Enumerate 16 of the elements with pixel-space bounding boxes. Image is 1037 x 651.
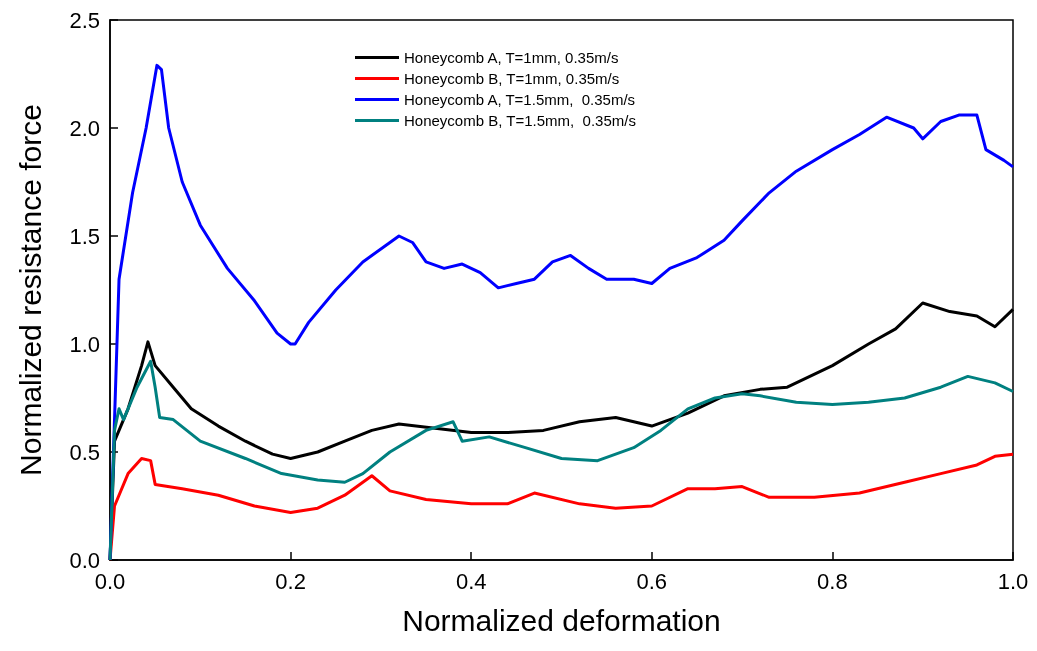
legend-label: Honeycomb B, T=1.5mm, 0.35m/s bbox=[404, 112, 636, 129]
x-tick-label: 0.4 bbox=[455, 568, 487, 594]
legend-label: Honeycomb A, T=1mm, 0.35m/s bbox=[404, 49, 619, 66]
y-tick-label: 1.5 bbox=[69, 223, 100, 249]
x-tick-label: 0.8 bbox=[817, 568, 848, 594]
y-tick-label: 2.5 bbox=[69, 7, 100, 33]
legend-label: Honeycomb B, T=1mm, 0.35m/s bbox=[404, 70, 620, 87]
x-tick-label: 0.6 bbox=[636, 568, 668, 594]
x-tick-label: 1.0 bbox=[997, 568, 1029, 594]
y-axis-title: Normalized resistance force bbox=[13, 104, 47, 476]
x-axis-title: Normalized deformation bbox=[402, 603, 721, 637]
y-tick-label: 2.0 bbox=[69, 115, 100, 141]
y-tick-label: 1.0 bbox=[69, 331, 100, 357]
x-tick-label: 0.2 bbox=[275, 568, 306, 594]
legend-label: Honeycomb A, T=1.5mm, 0.35m/s bbox=[404, 91, 636, 108]
y-tick-label: 0.5 bbox=[69, 439, 100, 465]
